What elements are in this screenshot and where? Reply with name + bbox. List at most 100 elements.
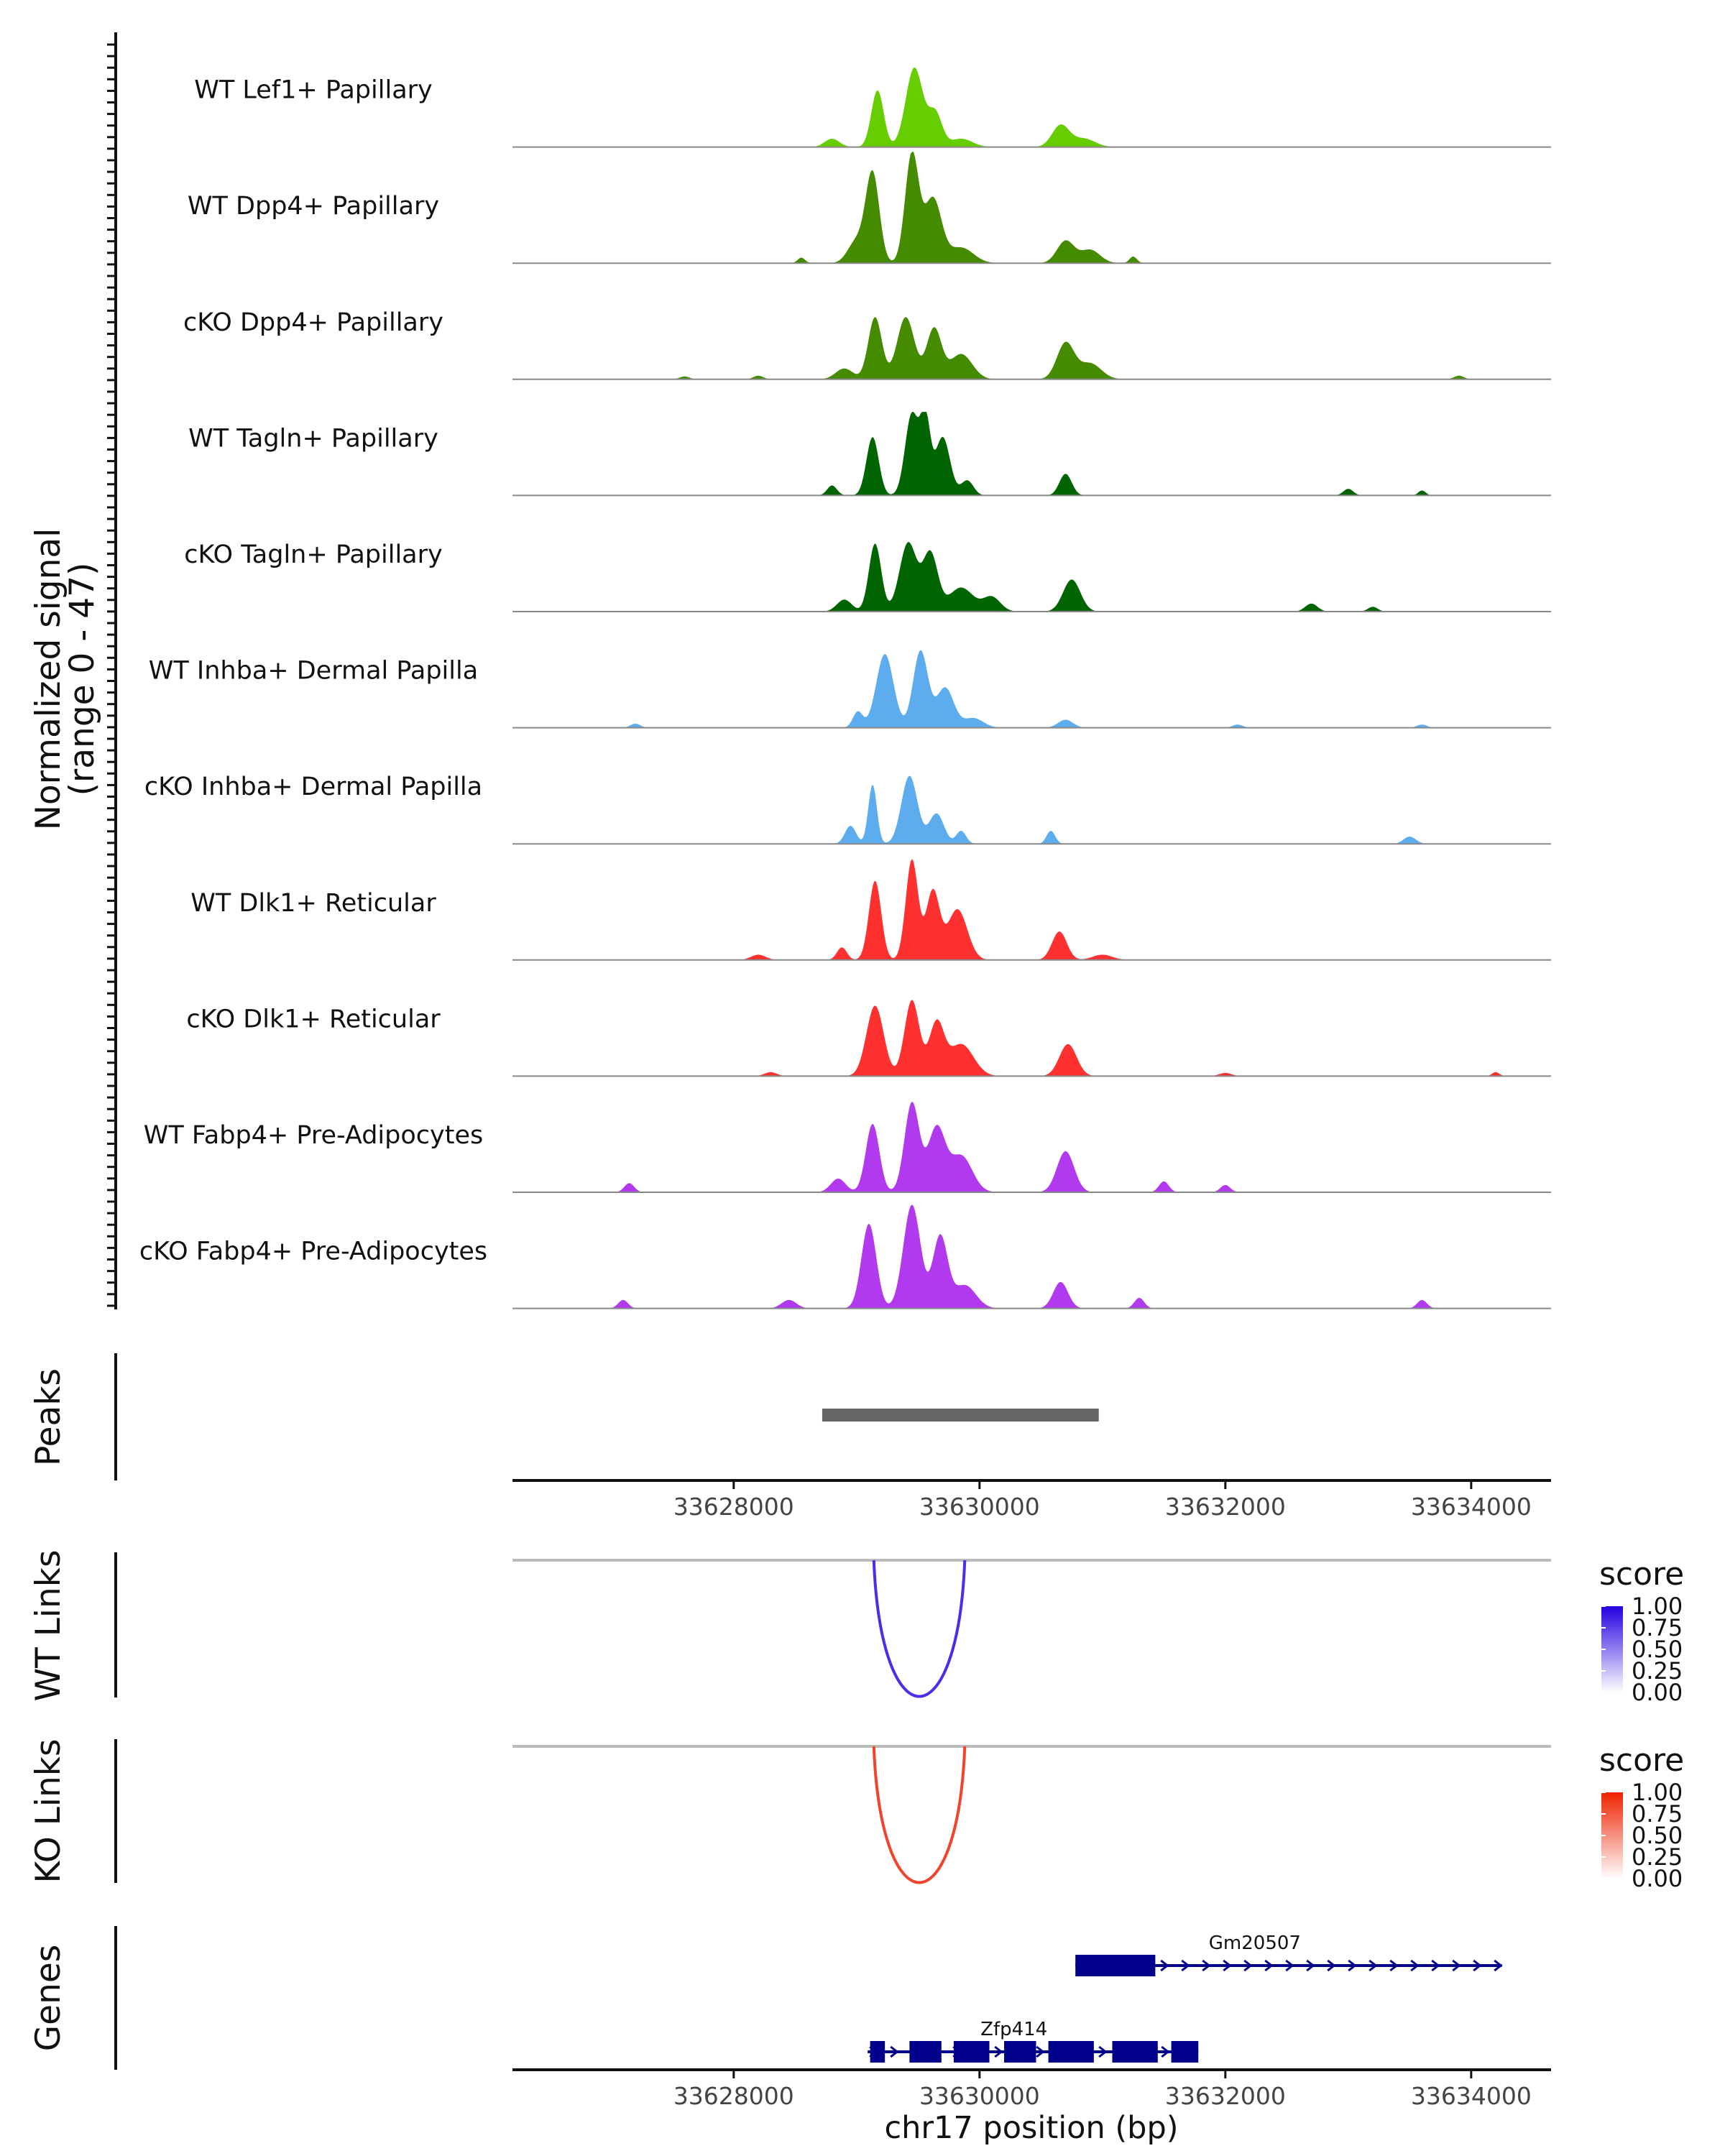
strand-arrow bbox=[994, 2045, 1003, 2058]
gene-exon bbox=[1171, 2041, 1199, 2063]
x-tick-label: 33628000 bbox=[673, 2082, 794, 2110]
gene-name-label: Gm20507 bbox=[1209, 1932, 1301, 1954]
coverage-track-label: WT Lef1+ Papillary bbox=[194, 76, 433, 105]
legend-tick-label: 1.00 bbox=[1632, 1779, 1683, 1806]
coverage-signal-area bbox=[512, 67, 1551, 147]
coverage-track: WT Dpp4+ Papillary bbox=[188, 152, 1551, 264]
wt-links-track-label: WT Links bbox=[29, 1550, 68, 1702]
coverage-track: cKO Inhba+ Dermal Papilla bbox=[144, 773, 1551, 845]
coverage-track-label: cKO Tagln+ Papillary bbox=[184, 540, 443, 569]
coverage-track: cKO Dlk1+ Reticular bbox=[186, 1000, 1551, 1077]
coverage-track: WT Dlk1+ Reticular bbox=[190, 859, 1551, 961]
genes-x-ticks: 33628000 33630000 33632000 33634000 bbox=[673, 2070, 1532, 2110]
legend-tick-label: 0.75 bbox=[1632, 1614, 1683, 1641]
strand-arrow bbox=[1306, 1959, 1315, 1972]
legend-tick-label: 0.00 bbox=[1632, 1865, 1683, 1892]
strand-arrow bbox=[1473, 1959, 1482, 1972]
coverage-tracks: WT Lef1+ Papillary WT Dpp4+ Papillary cKO … bbox=[139, 67, 1551, 1309]
legend-tick-label: 0.50 bbox=[1632, 1636, 1683, 1663]
coverage-track: cKO Tagln+ Papillary bbox=[184, 540, 1551, 612]
coverage-track-label: WT Fabp4+ Pre-Adipocytes bbox=[144, 1121, 483, 1150]
coverage-track: cKO Fabp4+ Pre-Adipocytes bbox=[139, 1204, 1551, 1309]
genes-panel: Genes Gm20507 Zfp414 33628000 33630000 3363… bbox=[29, 1926, 1551, 2146]
coverage-signal-area bbox=[512, 775, 1551, 844]
strand-arrow bbox=[1431, 1959, 1440, 1972]
coverage-signal-area bbox=[512, 152, 1551, 264]
ko-links-track-label: KO Links bbox=[29, 1739, 68, 1884]
ko-score-legend: score 1.000.750.500.250.00 bbox=[1599, 1742, 1684, 1892]
coverage-track-label: WT Inhba+ Dermal Papilla bbox=[149, 657, 478, 686]
genes-track-label: Genes bbox=[29, 1945, 68, 2052]
gene-exon bbox=[909, 2041, 942, 2063]
gene-exon bbox=[1048, 2041, 1094, 2063]
legend-tick-label: 1.00 bbox=[1632, 1593, 1683, 1620]
wt-legend-title: score bbox=[1599, 1556, 1684, 1593]
coverage-track-label: cKO Fabp4+ Pre-Adipocytes bbox=[139, 1238, 487, 1266]
x-tick-label: 33630000 bbox=[919, 2082, 1040, 2110]
x-tick-label: 33632000 bbox=[1165, 1493, 1286, 1521]
strand-arrow bbox=[1161, 2045, 1170, 2058]
legend-tick-label: 0.00 bbox=[1632, 1679, 1683, 1706]
gene-exon bbox=[953, 2041, 990, 2063]
coverage-track: WT Inhba+ Dermal Papilla bbox=[149, 650, 1551, 729]
strand-arrow bbox=[1452, 1959, 1461, 1972]
coverage-y-axis-title-line2: (range 0 - 47) bbox=[63, 563, 102, 796]
coverage-signal-area bbox=[512, 412, 1551, 496]
coverage-signal-area bbox=[512, 542, 1551, 612]
ko-legend-ticks: 1.000.750.500.250.00 bbox=[1601, 1779, 1683, 1892]
peaks-track-label: Peaks bbox=[29, 1368, 68, 1466]
gene-model: Zfp414 bbox=[868, 2019, 1199, 2063]
x-tick-label: 33634000 bbox=[1411, 2082, 1532, 2110]
gene-exon bbox=[870, 2041, 886, 2063]
ko-legend-title: score bbox=[1599, 1742, 1684, 1779]
peaks-panel: Peaks 33628000 33630000 33632000 33634000 bbox=[29, 1353, 1551, 1521]
wt-links-panel: WT Links bbox=[29, 1550, 1551, 1702]
gene-name-label: Zfp414 bbox=[980, 2019, 1047, 2040]
coverage-signal-area bbox=[512, 859, 1551, 960]
x-tick-label: 33630000 bbox=[919, 1493, 1040, 1521]
legend-tick-label: 0.50 bbox=[1632, 1822, 1683, 1849]
strand-arrow bbox=[1327, 1959, 1336, 1972]
strand-arrow bbox=[1285, 1959, 1294, 1972]
coverage-track-label: WT Tagln+ Papillary bbox=[188, 424, 438, 453]
coverage-signal-area bbox=[512, 317, 1551, 379]
strand-arrow bbox=[1202, 1959, 1211, 1972]
coverage-track: WT Lef1+ Papillary bbox=[194, 67, 1551, 148]
wt-legend-ticks: 1.000.750.500.250.00 bbox=[1601, 1593, 1683, 1706]
strand-arrow bbox=[1348, 1959, 1357, 1972]
strand-arrow bbox=[1243, 1959, 1253, 1972]
ko-links-panel: KO Links bbox=[29, 1739, 1551, 1884]
gene-exon bbox=[1075, 1955, 1156, 1976]
gene-models: Gm20507 Zfp414 bbox=[868, 1932, 1503, 2063]
x-tick-label: 33628000 bbox=[673, 1493, 794, 1521]
coverage-track-label: cKO Dlk1+ Reticular bbox=[186, 1005, 441, 1033]
strand-arrow bbox=[1494, 1959, 1503, 1972]
gene-exon bbox=[1004, 2041, 1036, 2063]
peak-region bbox=[822, 1409, 1099, 1422]
strand-arrow bbox=[1389, 1959, 1399, 1972]
strand-arrow bbox=[1036, 2045, 1045, 2058]
ko-link-arc bbox=[872, 1746, 967, 1884]
x-tick-label: 33634000 bbox=[1411, 1493, 1532, 1521]
legend-tick-label: 0.75 bbox=[1632, 1800, 1683, 1828]
gene-exon bbox=[1112, 2041, 1158, 2063]
coverage-track-label: WT Dlk1+ Reticular bbox=[190, 889, 436, 918]
coverage-signal-area bbox=[512, 1000, 1551, 1077]
legend-tick-label: 0.25 bbox=[1632, 1843, 1683, 1871]
legend-tick-label: 0.25 bbox=[1632, 1657, 1683, 1685]
peaks-x-ticks: 33628000 33630000 33632000 33634000 bbox=[673, 1480, 1532, 1521]
strand-arrow bbox=[1368, 1959, 1378, 1972]
wt-link-arc bbox=[872, 1560, 967, 1698]
coverage-y-ticks bbox=[107, 43, 116, 1307]
strand-arrow bbox=[1181, 1959, 1190, 1972]
strand-arrow bbox=[1098, 2045, 1108, 2058]
wt-score-legend: score 1.000.750.500.250.00 bbox=[1599, 1556, 1684, 1706]
gene-model: Gm20507 bbox=[1075, 1932, 1503, 1976]
coverage-signal-area bbox=[512, 1101, 1551, 1192]
strand-arrow bbox=[1223, 1959, 1232, 1972]
coverage-panel: Normalized signal (range 0 - 47) WT Lef1… bbox=[29, 32, 1551, 1309]
coverage-track: cKO Dpp4+ Papillary bbox=[183, 308, 1551, 380]
strand-arrow bbox=[890, 2045, 899, 2058]
x-tick-label: 33632000 bbox=[1165, 2082, 1286, 2110]
